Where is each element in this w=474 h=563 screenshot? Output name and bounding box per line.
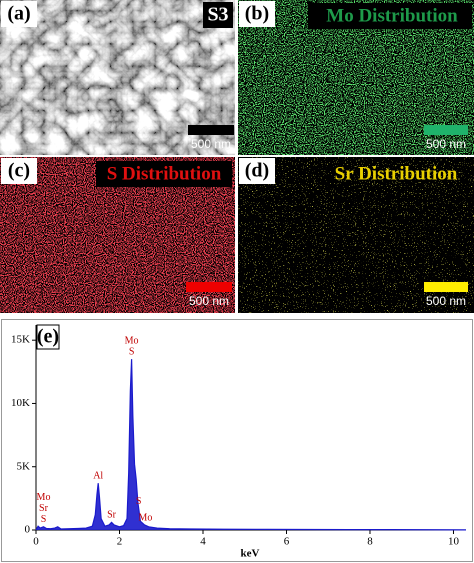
peak-label: S	[129, 346, 135, 357]
spectrum-frame	[1, 319, 473, 562]
map-title: S Distribution	[107, 163, 222, 184]
scale-label: 500 nm	[426, 294, 466, 308]
title-box	[308, 3, 472, 29]
peak-label: S	[41, 514, 47, 525]
peak-label: Al	[93, 470, 103, 481]
peak-label: Sr	[39, 503, 49, 514]
x-tick-label: 4	[200, 536, 206, 548]
y-tick-label: 5K	[17, 460, 31, 472]
map-title: Sr Distribution	[335, 163, 458, 184]
peak-label: Mo	[125, 335, 139, 346]
map-title: Mo Distribution	[326, 5, 458, 26]
label-box	[1, 158, 37, 184]
scale-bar	[424, 125, 468, 135]
scale-bar	[186, 282, 232, 292]
x-tick-label: 0	[33, 536, 39, 548]
scale-label: 500 nm	[191, 137, 231, 151]
panel-label: (b)	[245, 3, 269, 25]
peak-label: Mo	[37, 492, 51, 503]
label-box	[239, 1, 275, 27]
title-box	[96, 161, 232, 187]
scale-label: 500 nm	[426, 137, 466, 151]
scale-bar	[424, 282, 468, 292]
y-tick-label: 10K	[11, 397, 30, 409]
x-tick-label: 8	[367, 536, 373, 548]
label-box	[36, 324, 60, 350]
x-tick-label: 10	[448, 536, 460, 548]
scale-bar	[188, 125, 234, 135]
x-tick-label: 6	[284, 536, 290, 548]
panel-label: (e)	[37, 326, 59, 348]
x-tick-label: 2	[117, 536, 123, 548]
scale-label: 500 nm	[189, 294, 229, 308]
label-box	[239, 158, 275, 184]
y-tick-label: 0	[25, 524, 31, 536]
x-axis-label: keV	[241, 548, 260, 560]
tag-box	[203, 2, 233, 28]
peak-label: Mo	[138, 513, 152, 524]
panel-label: (d)	[245, 160, 269, 182]
y-tick-label: 15K	[11, 334, 30, 346]
panel-label: (c)	[8, 160, 30, 182]
panel-label: (a)	[7, 3, 30, 25]
sample-tag: S3	[207, 4, 228, 26]
peak-label: S	[136, 496, 142, 507]
label-box	[1, 1, 37, 27]
peak-label: Sr	[107, 510, 117, 521]
spectrum-line	[35, 359, 467, 531]
